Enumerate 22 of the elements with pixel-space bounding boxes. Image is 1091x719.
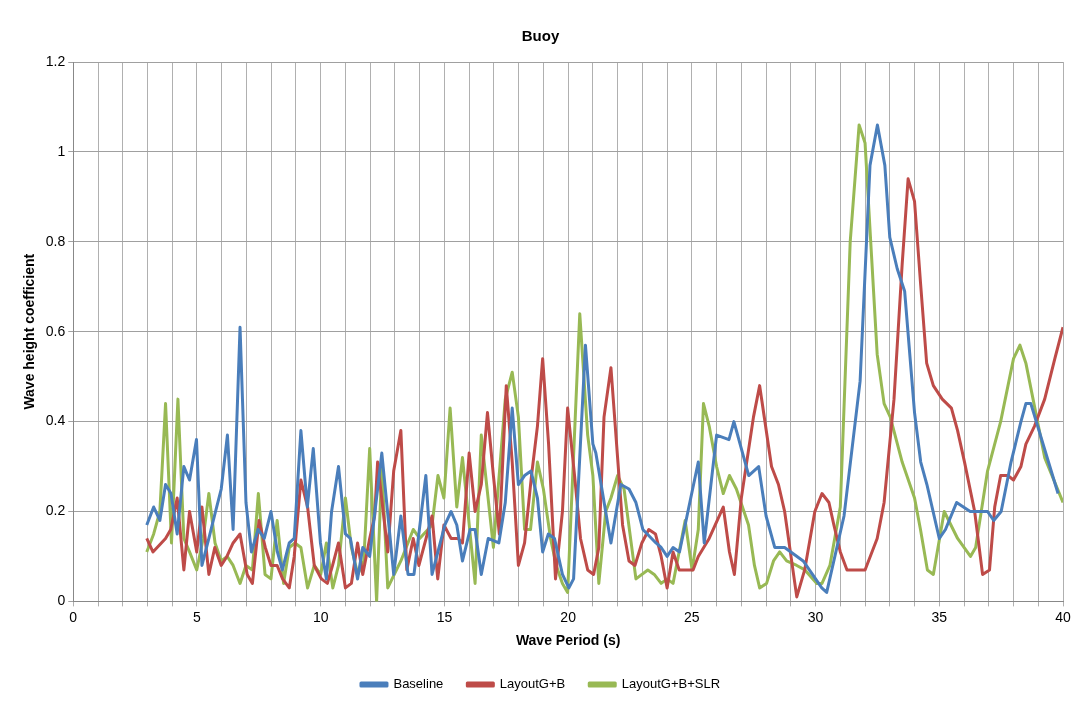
x-tick-label: 15 <box>436 608 453 625</box>
y-tick-label: 0.6 <box>45 322 66 339</box>
x-tick-label: 5 <box>193 608 202 625</box>
y-tick-label: 1 <box>57 142 66 159</box>
x-tick-label: 20 <box>560 608 577 625</box>
y-tick-label: 0.4 <box>45 412 66 429</box>
x-axis-title: Wave Period (s) <box>515 632 621 649</box>
legend-label: LayoutG+B+SLR <box>621 676 721 692</box>
x-tick-label: 40 <box>1055 608 1071 625</box>
y-tick-label: 1.2 <box>45 52 66 69</box>
x-tick-label: 10 <box>312 608 329 625</box>
y-tick-label: 0 <box>57 592 66 609</box>
y-tick-label: 0.8 <box>45 232 66 249</box>
legend-label: LayoutG+B <box>499 676 566 692</box>
x-tick-label: 25 <box>684 608 700 625</box>
x-tick-label: 0 <box>69 608 78 625</box>
chart-title: Buoy <box>521 27 560 45</box>
x-tick-label: 30 <box>807 608 824 625</box>
y-axis-title: Wave height coefficient <box>21 253 38 410</box>
legend-label: Baseline <box>393 676 444 692</box>
x-tick-label: 35 <box>931 608 948 625</box>
y-tick-label: 0.2 <box>45 502 66 519</box>
